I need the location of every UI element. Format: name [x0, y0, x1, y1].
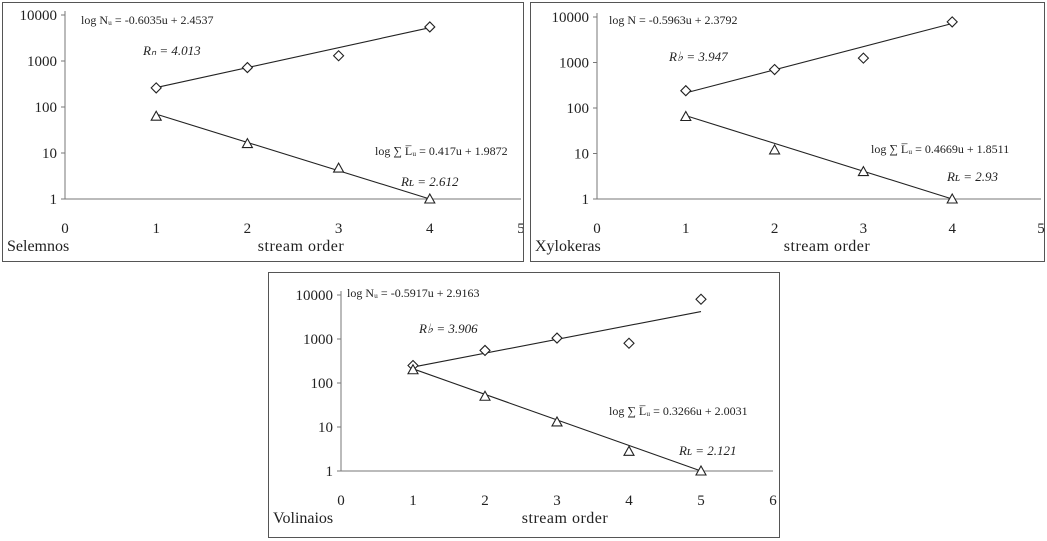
- y-tick-label: 1000: [303, 332, 333, 348]
- diamond-marker: [624, 338, 634, 348]
- triangle-marker: [334, 163, 344, 172]
- diamond-marker: [151, 83, 161, 93]
- x-tick-label: 3: [860, 221, 868, 237]
- triangle-marker: [624, 446, 634, 455]
- diamond-marker: [858, 53, 868, 63]
- triangle-marker: [770, 145, 780, 154]
- y-tick-label: 10000: [296, 288, 334, 304]
- x-tick-label: 5: [697, 493, 705, 509]
- y-tick-label: 10: [574, 147, 589, 163]
- x-tick-label: 1: [682, 221, 690, 237]
- regression-equation: log Nᵤ = -0.6035u + 2.4537: [81, 13, 213, 27]
- x-tick-label: 2: [244, 221, 252, 237]
- ratio-label: Rʟ = 2.121: [678, 443, 737, 458]
- y-tick-label: 100: [35, 100, 58, 116]
- x-tick-label: 3: [335, 221, 343, 237]
- chart-panel-xylokeras: 1 10 100 1000 10000 0 1 2 3 4 5 stream order Xyloker…: [530, 2, 1045, 262]
- x-tick-label: 5: [1037, 221, 1044, 237]
- chart-panel-selemnos: 1 10 100 1000 10000 0 1 2 3 4 5 stream order Selemno…: [2, 2, 524, 262]
- stream-length-fit-line: [686, 116, 952, 199]
- x-tick-label: 3: [553, 493, 561, 509]
- ratio-label: Rʟ = 2.93: [946, 169, 999, 184]
- ratio-label: R♭ = 3.906: [418, 321, 478, 336]
- panel-label: Selemnos: [7, 238, 69, 255]
- x-tick-label: 0: [337, 493, 345, 509]
- ratio-label: R♭ = 3.947: [668, 49, 728, 64]
- x-tick-label: 2: [771, 221, 779, 237]
- regression-equation: log Nᵤ = -0.5917u + 2.9163: [347, 286, 479, 300]
- y-tick-label: 1: [326, 464, 334, 480]
- regression-equation: log ∑ L̅ᵤ = 0.3266u + 2.0031: [609, 404, 748, 418]
- regression-equation: log ∑ L̅ᵤ = 0.4669u + 1.8511: [871, 142, 1009, 156]
- x-axis-title: stream order: [258, 238, 345, 255]
- diamond-marker: [681, 86, 691, 96]
- triangle-marker: [681, 112, 691, 121]
- x-axis-title: stream order: [522, 510, 609, 527]
- ratio-label: Rₙ = 4.013: [142, 43, 201, 58]
- diamond-marker: [242, 63, 252, 73]
- x-tick-label: 5: [517, 221, 523, 237]
- x-tick-label: 1: [409, 493, 417, 509]
- diamond-marker: [696, 294, 706, 304]
- x-axis-title: stream order: [784, 238, 871, 255]
- x-tick-label: 4: [426, 221, 434, 237]
- y-tick-label: 100: [311, 376, 334, 392]
- y-tick-label: 1000: [559, 56, 589, 72]
- ratio-label: Rʟ = 2.612: [400, 174, 459, 189]
- y-tick-label: 1: [582, 192, 590, 208]
- diamond-marker: [334, 51, 344, 61]
- diamond-marker: [425, 22, 435, 32]
- regression-equation: log N = -0.5963u + 2.3792: [609, 13, 738, 27]
- diamond-marker: [552, 333, 562, 343]
- y-tick-label: 10000: [20, 8, 58, 24]
- panel-label: Xylokeras: [535, 238, 601, 255]
- y-tick-label: 1: [50, 192, 58, 208]
- y-tick-label: 10: [42, 146, 57, 162]
- y-tick-label: 100: [567, 101, 590, 117]
- diamond-marker: [947, 17, 957, 27]
- y-tick-label: 10: [318, 420, 333, 436]
- x-tick-label: 2: [481, 493, 489, 509]
- triangle-marker: [858, 167, 868, 176]
- diamond-marker: [770, 65, 780, 75]
- x-tick-label: 0: [61, 221, 69, 237]
- y-tick-label: 10000: [552, 10, 590, 26]
- chart-panel-volinaios: 1 10 100 1000 10000 0 1 2 3 4 5 6 stream order Volina…: [268, 272, 780, 538]
- panel-label: Volinaios: [273, 510, 333, 527]
- y-tick-label: 1000: [27, 54, 57, 70]
- x-tick-label: 0: [593, 221, 601, 237]
- x-tick-label: 6: [769, 493, 777, 509]
- x-tick-label: 4: [948, 221, 956, 237]
- regression-equation: log ∑ L̅ᵤ = 0.417u + 1.9872: [375, 144, 508, 158]
- x-tick-label: 4: [625, 493, 633, 509]
- x-tick-label: 1: [152, 221, 160, 237]
